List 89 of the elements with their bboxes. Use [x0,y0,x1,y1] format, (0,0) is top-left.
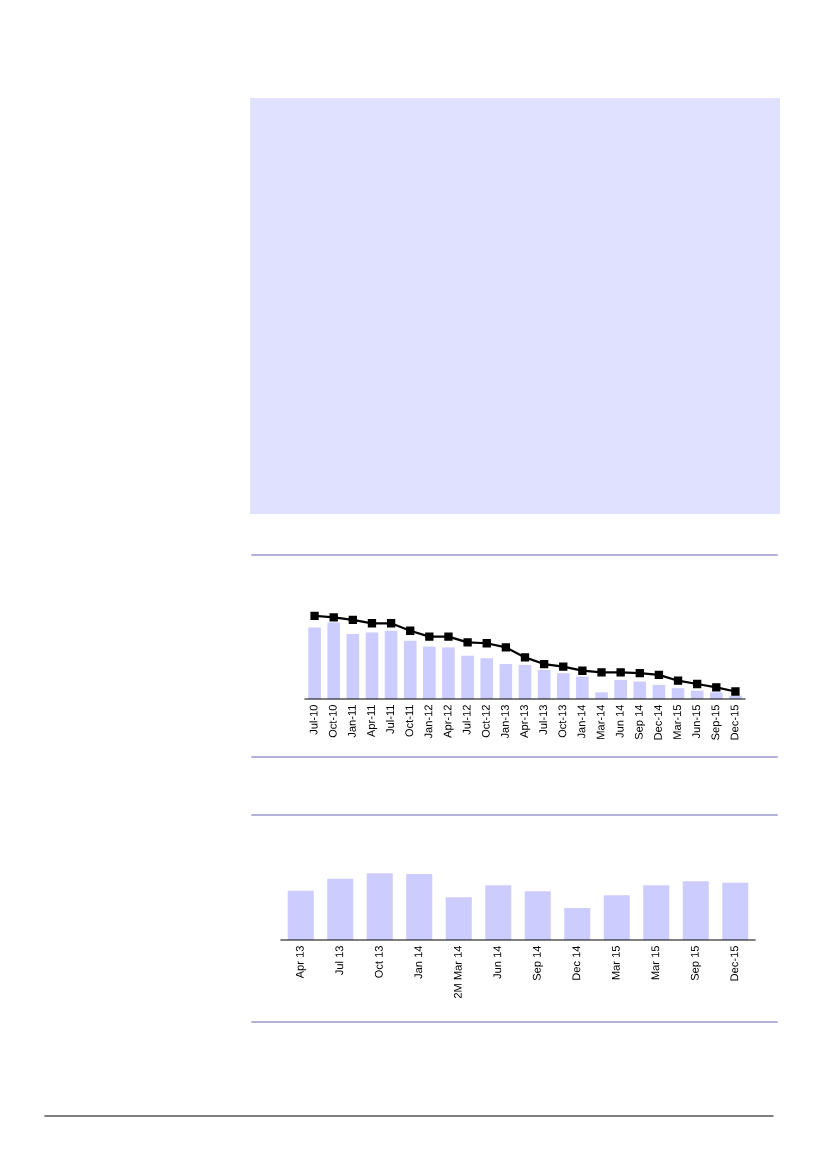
x-tick-label: Dec 14 [572,945,581,980]
x-tick-label: Mar 15 [651,946,660,980]
point [616,668,625,677]
x-tick-label: Jul-11 [385,705,395,734]
bar [461,655,474,699]
x-tick-label: Oct-11 [405,705,414,737]
x-tick-label: Mar-14 [596,704,605,739]
point [425,632,434,641]
x-tick-label: Jun 14 [493,945,502,979]
bar [556,673,570,699]
x-tick-label: Dec-15 [730,705,739,740]
x-tick-label: Jan-13 [500,705,509,739]
x-tick-label: Jan 14 [414,945,423,979]
x-tick-label: Sep-15 [711,705,722,740]
point [367,619,377,628]
bar [366,873,393,940]
bar [499,664,513,699]
point [406,626,415,635]
x-tick-label: Oct 13 [374,946,383,978]
x-tick-label: Jul-13 [538,705,548,735]
bar [384,630,398,699]
bar [722,882,749,940]
x-tick-label: Jan-11 [348,705,356,738]
point [597,668,606,677]
bar [308,627,321,699]
point [501,643,511,652]
bar [480,658,494,699]
bar [633,681,647,699]
bar [518,664,532,699]
point [635,669,644,678]
bar [576,676,589,699]
x-tick-label: Sep 14 [532,945,543,981]
point [673,676,683,685]
point [463,638,472,647]
bar [287,890,314,940]
x-tick-label: Sep 14 [634,704,645,740]
x-tick-label: Oct-10 [328,704,337,738]
point [520,653,530,662]
x-tick-label: Jan-14 [577,704,586,739]
point [712,683,721,692]
bar [485,885,512,940]
x-tick-label: Apr-12 [443,705,454,738]
bar [603,895,630,940]
bar [537,669,551,699]
x-tick-label: 2M Mar 14 [453,945,462,999]
x-tick-label: Apr 13 [295,946,306,979]
point [444,632,453,641]
point [559,662,568,671]
point [539,659,549,669]
x-tick-label: Jul-12 [462,705,471,735]
x-tick-label: Apr-11 [367,705,378,738]
bar [406,874,433,940]
x-tick-label: Sep 15 [690,946,701,981]
bar [327,878,354,940]
bar [564,908,591,940]
point [731,687,740,696]
bar [442,647,455,699]
x-tick-label: Mar 15 [611,946,620,980]
x-tick-label: Jul 13 [335,946,344,976]
x-tick-label: Mar-15 [673,705,682,739]
bar [445,897,472,940]
bar [643,885,670,940]
x-tick-label: Jun 14 [615,704,624,738]
bar [327,622,341,699]
point [693,679,702,689]
x-tick-label: Apr-13 [520,705,531,738]
x-tick-label: Oct-12 [481,705,490,738]
x-tick-label: Jul-10 [309,704,318,735]
bar [595,692,608,699]
point [578,666,587,675]
bar [614,679,627,699]
point [348,615,357,625]
x-tick-label: Jan-12 [424,705,433,739]
point [310,611,319,620]
x-tick-label: Oct-13 [558,705,567,738]
point [386,619,396,628]
x-tick-label: Dec-14 [654,704,662,740]
bar [403,640,417,699]
point [482,639,491,648]
point [329,613,338,622]
bar [682,881,709,940]
point [654,670,664,680]
bar [423,646,436,699]
x-tick-label: Jun-15 [692,705,701,739]
bar [524,891,551,940]
bar [365,632,379,699]
bar [709,692,723,699]
bar [346,634,360,699]
x-tick-label: Dec-15 [730,946,739,981]
